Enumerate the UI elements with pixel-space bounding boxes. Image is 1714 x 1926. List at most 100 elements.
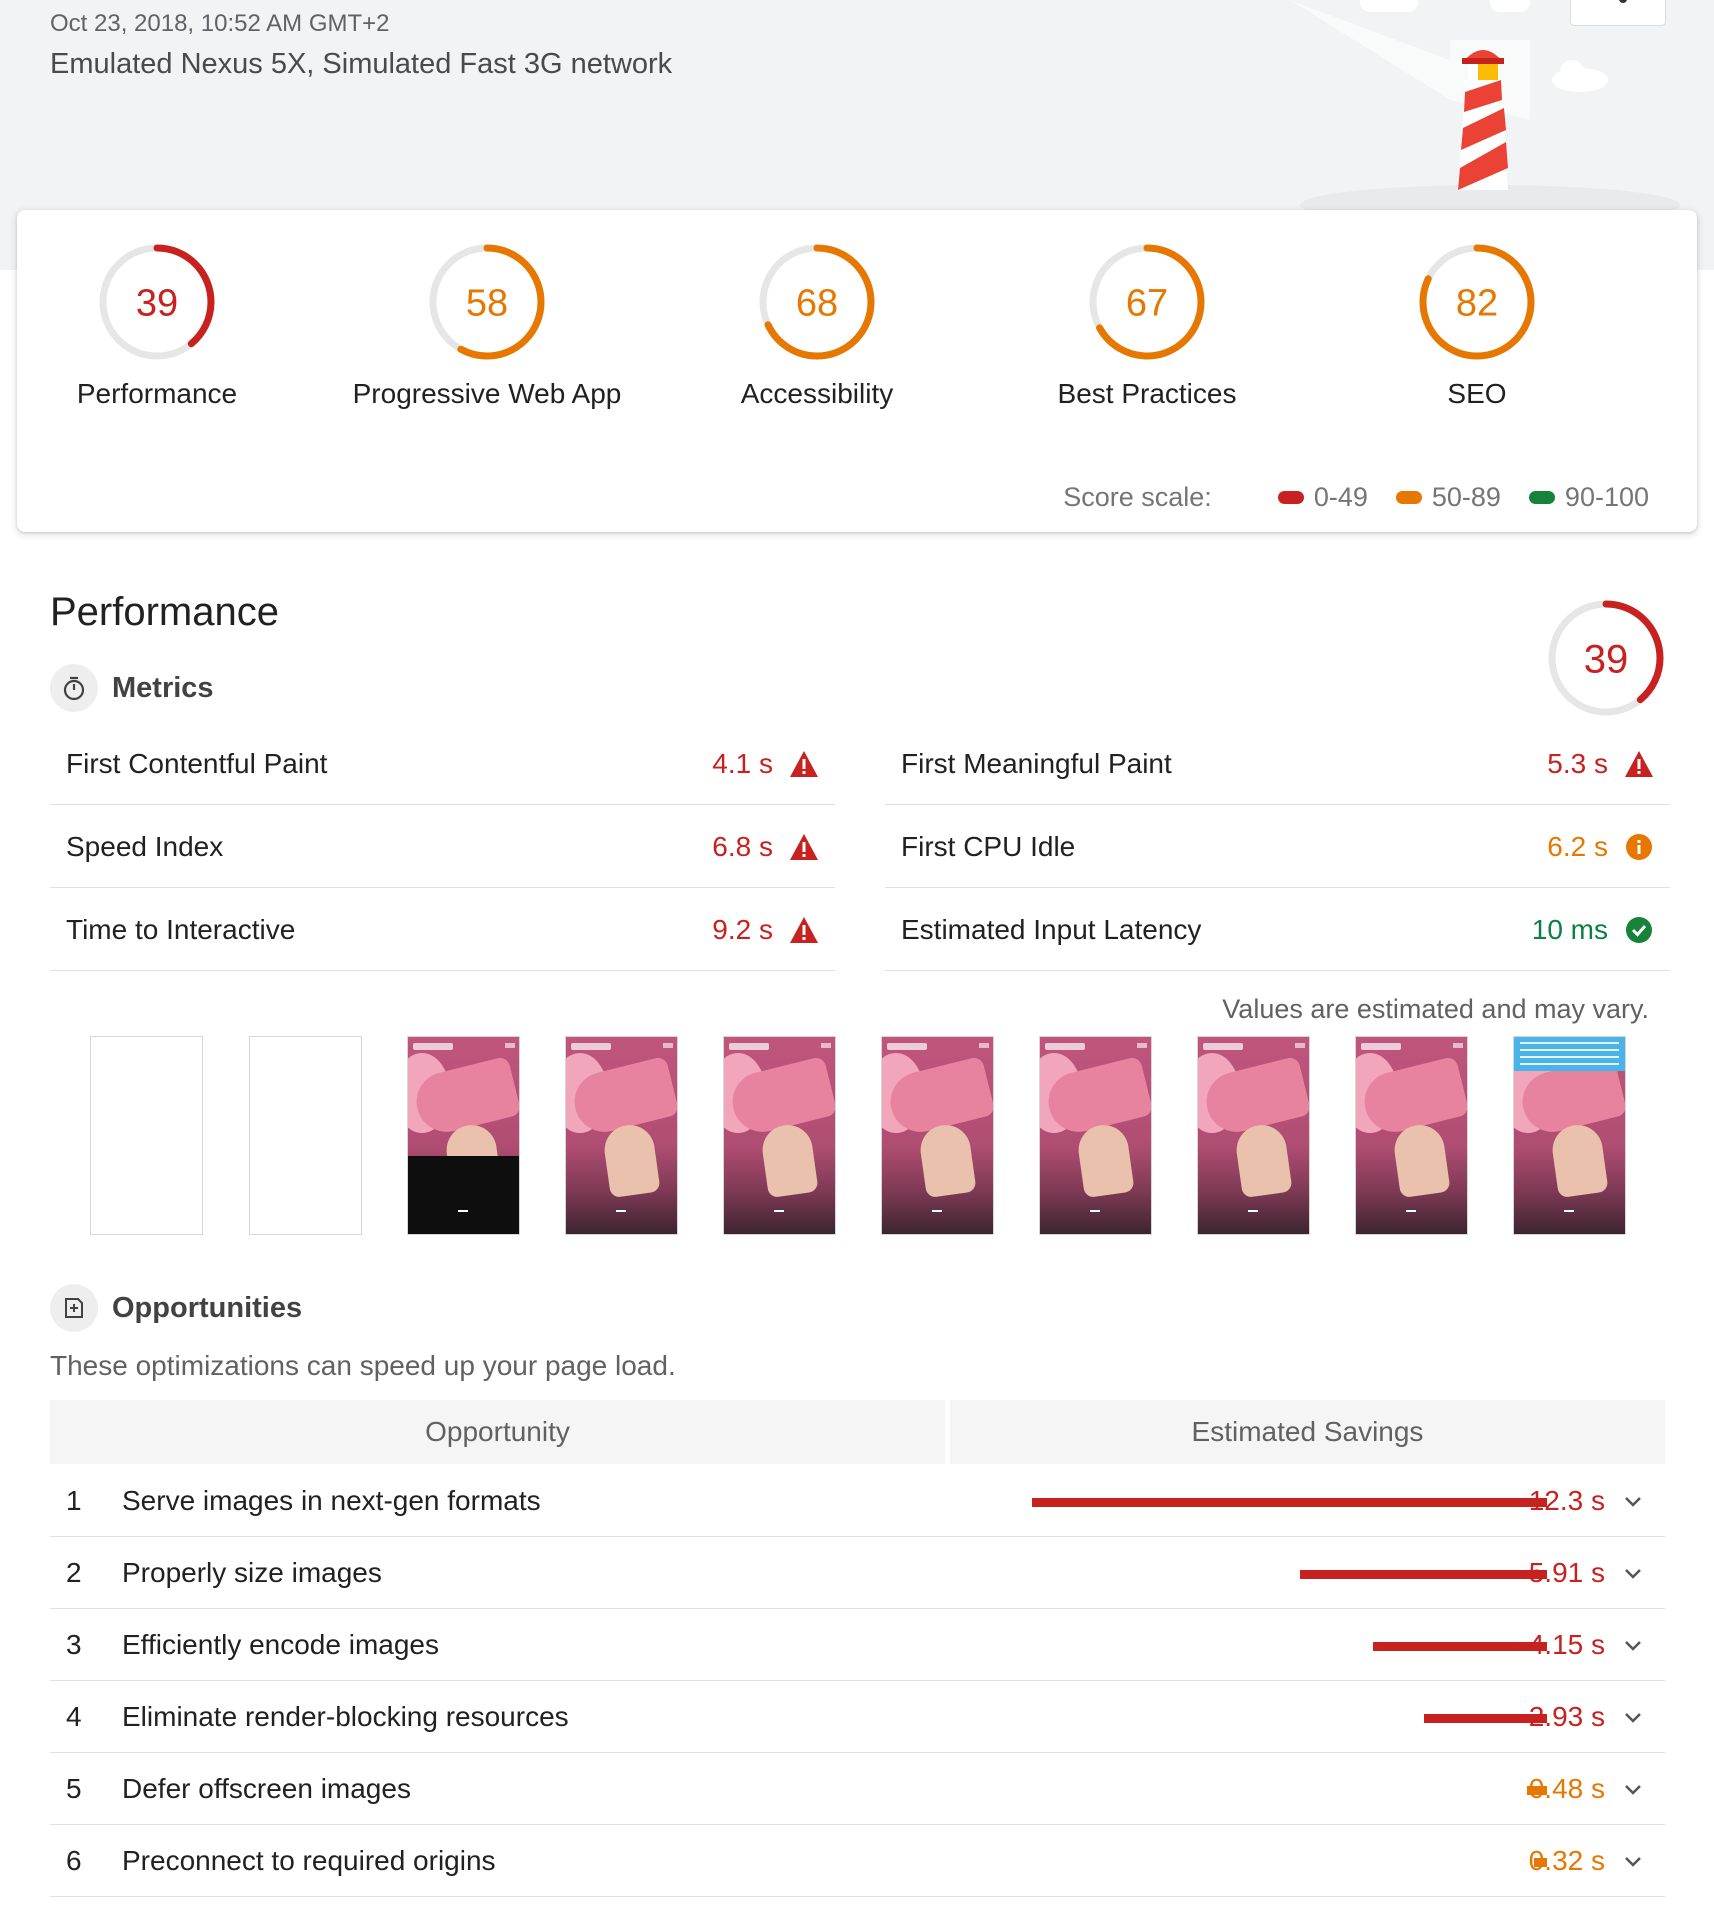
metric-value: 9.2 s <box>712 913 773 945</box>
opportunity-icon <box>50 1284 98 1332</box>
filmstrip-frame <box>1197 1036 1310 1235</box>
filmstrip-frame <box>1355 1036 1468 1235</box>
chevron-down-icon[interactable] <box>1621 1849 1645 1873</box>
score-scale: Score scale: 0-49 50-89 90-100 <box>1063 482 1649 513</box>
opportunities-group-title: Opportunities <box>112 1291 303 1324</box>
warning-triangle-icon <box>790 833 818 860</box>
savings-value: 4.15 s <box>1528 1629 1605 1660</box>
opportunity-row[interactable]: 1 Serve images in next-gen formats 12.3 s <box>50 1465 1665 1537</box>
chevron-down-icon[interactable] <box>1621 1777 1645 1801</box>
scale-range-average: 50-89 <box>1395 482 1501 513</box>
chevron-down-icon[interactable] <box>1621 1561 1645 1585</box>
filmstrip-frame <box>723 1036 836 1235</box>
gauge-arc <box>99 244 215 360</box>
category-label: Progressive Web App <box>352 378 622 409</box>
metric-speed-index: Speed Index 6.8 s <box>50 806 835 888</box>
savings-bar <box>1534 1858 1547 1867</box>
metric-name: Time to Interactive <box>66 913 296 945</box>
filmstrip-frame <box>881 1036 994 1235</box>
scale-range-fail: 0-49 <box>1277 482 1368 513</box>
scale-chip-fail <box>1277 491 1304 504</box>
chevron-down-icon[interactable] <box>1621 1489 1645 1513</box>
opportunities-group-header: Opportunities <box>50 1284 302 1332</box>
gauge-arc <box>759 244 875 360</box>
metric-status <box>1624 915 1654 945</box>
filmstrip-frame <box>1513 1036 1626 1235</box>
estimate-note: Values are estimated and may vary. <box>1222 994 1649 1024</box>
filmstrip-frame <box>407 1036 520 1235</box>
scores-summary-card: 39 Performance 58 Progressive Web App 68 Acce… <box>17 210 1697 532</box>
opportunity-title: Properly size images <box>122 1557 382 1588</box>
category-gauge-progressive-web-app[interactable]: 58 Progressive Web App <box>327 240 647 410</box>
category-label: Accessibility <box>740 378 894 409</box>
warning-triangle-icon <box>1625 750 1653 777</box>
opportunity-title: Defer offscreen images <box>122 1773 411 1804</box>
info-circle-icon <box>1626 833 1652 860</box>
opportunity-row[interactable]: 4 Eliminate render-blocking resources 2.93… <box>50 1681 1665 1753</box>
stopwatch-icon <box>50 664 98 712</box>
category-gauge-accessibility[interactable]: 68 Accessibility <box>657 240 977 410</box>
category-gauge-best-practices[interactable]: 67 Best Practices <box>987 240 1307 410</box>
metric-value: 10 ms <box>1531 913 1608 945</box>
opportunity-row[interactable]: 3 Efficiently encode images 4.15 s <box>50 1609 1665 1681</box>
metric-value: 6.8 s <box>712 830 773 862</box>
tools-menu-button[interactable] <box>1570 0 1666 26</box>
opportunity-number: 5 <box>66 1773 82 1804</box>
metric-name: Estimated Input Latency <box>901 913 1202 945</box>
savings-bar <box>1032 1498 1547 1507</box>
savings-value: 0.32 s <box>1528 1845 1605 1876</box>
metric-status <box>1624 832 1654 862</box>
gauge-score: 39 <box>136 283 178 325</box>
opportunity-number: 6 <box>66 1845 82 1876</box>
savings-bar <box>1424 1714 1547 1723</box>
filmstrip-frame <box>249 1036 362 1235</box>
metric-name: Speed Index <box>66 830 224 862</box>
savings-value: 0.48 s <box>1528 1773 1605 1804</box>
opportunity-number: 3 <box>66 1629 82 1660</box>
savings-bar <box>1300 1570 1547 1579</box>
opportunity-row[interactable]: 6 Preconnect to required origins 0.32 s <box>50 1825 1665 1897</box>
metric-value: 5.3 s <box>1547 747 1608 779</box>
metric-name: First Contentful Paint <box>66 747 328 779</box>
filmstrip-frame <box>565 1036 678 1235</box>
chevron-down-icon[interactable] <box>1621 1633 1645 1657</box>
scale-range-label: 0-49 <box>1313 482 1368 512</box>
filmstrip-frame <box>90 1036 203 1235</box>
savings-value: 2.93 s <box>1528 1701 1605 1732</box>
metric-status <box>789 749 819 779</box>
scale-chip-pass <box>1528 491 1555 504</box>
metric-name: First Meaningful Paint <box>901 747 1172 779</box>
metric-value: 6.2 s <box>1547 830 1608 862</box>
opportunity-row[interactable]: 5 Defer offscreen images 0.48 s <box>50 1753 1665 1825</box>
category-label: Best Practices <box>1057 378 1237 409</box>
savings-column-header: Estimated Savings <box>950 1400 1665 1464</box>
opportunity-number: 4 <box>66 1701 82 1732</box>
chevron-down-icon[interactable] <box>1621 1705 1645 1729</box>
savings-value: 5.91 s <box>1528 1557 1605 1588</box>
share-icon <box>1619 0 1627 3</box>
warning-triangle-icon <box>790 916 818 943</box>
opportunity-title: Eliminate render-blocking resources <box>122 1701 569 1732</box>
savings-bar <box>1373 1642 1547 1651</box>
metric-first-contentful-paint: First Contentful Paint 4.1 s <box>50 723 835 805</box>
opportunity-number: 2 <box>66 1557 82 1588</box>
category-gauge-seo[interactable]: 82 SEO <box>1317 240 1637 410</box>
savings-value: 12.3 s <box>1528 1485 1605 1516</box>
opportunity-title: Preconnect to required origins <box>122 1845 496 1876</box>
metric-first-cpu-idle: First CPU Idle 6.2 s <box>885 806 1670 888</box>
metric-first-meaningful-paint: First Meaningful Paint 5.3 s <box>885 723 1670 805</box>
savings-bar <box>1527 1786 1547 1795</box>
score-scale-title: Score scale: <box>1063 482 1212 512</box>
warning-triangle-icon <box>790 750 818 777</box>
metric-status <box>789 832 819 862</box>
report-date: Oct 23, 2018, 10:52 AM GMT+2 <box>50 10 390 37</box>
metric-time-to-interactive: Time to Interactive 9.2 s <box>50 889 835 971</box>
gauge-arc <box>429 244 545 360</box>
opportunity-row[interactable]: 2 Properly size images 5.91 s <box>50 1537 1665 1609</box>
category-gauge-performance[interactable]: 39 Performance <box>0 240 317 410</box>
metric-value: 4.1 s <box>712 747 773 779</box>
gauge-arc <box>1089 244 1205 360</box>
gauge-arc <box>1548 600 1664 716</box>
filmstrip-frame <box>1039 1036 1152 1235</box>
opportunity-title: Serve images in next-gen formats <box>122 1485 541 1516</box>
